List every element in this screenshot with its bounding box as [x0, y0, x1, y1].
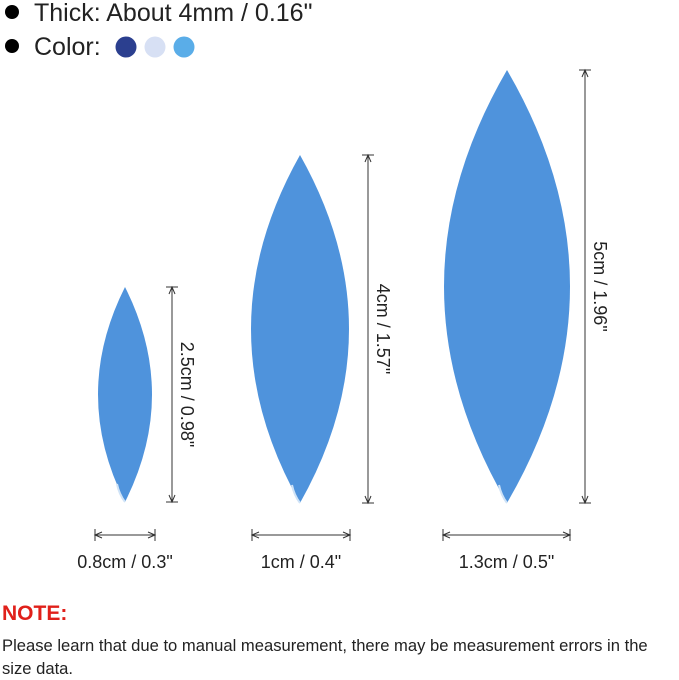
- arrow: [562, 531, 572, 539]
- glass-highlight: [498, 484, 508, 504]
- width-label: 1.3cm / 0.5": [459, 552, 554, 572]
- arrow: [168, 494, 176, 504]
- product-illustration: Thick: About 4mm / 0.16" Color: 2.5cm / …: [5, 0, 610, 572]
- bullet: [5, 5, 19, 19]
- arrow: [581, 68, 589, 78]
- color-swatch: [144, 36, 166, 58]
- length-label: 4cm / 1.57": [373, 284, 393, 374]
- length-label: 5cm / 1.96": [590, 241, 610, 331]
- glass-piece: [444, 70, 570, 503]
- note-title: NOTE:: [2, 602, 68, 625]
- arrow: [168, 285, 176, 295]
- arrow: [342, 531, 352, 539]
- arrow: [147, 531, 157, 539]
- arrow: [441, 531, 451, 539]
- arrow: [93, 531, 103, 539]
- glass-highlight: [291, 484, 301, 504]
- note-text: Please learn that due to manual measurem…: [2, 636, 648, 678]
- glass-piece: [98, 287, 152, 502]
- width-label: 1cm / 0.4": [261, 552, 341, 572]
- arrow: [250, 531, 260, 539]
- bullet: [5, 39, 19, 53]
- color-swatch: [173, 36, 195, 58]
- color-swatch: [115, 36, 137, 58]
- length-label: 2.5cm / 0.98": [177, 342, 197, 447]
- glass-piece: [251, 155, 349, 503]
- thickness-spec: Thick: About 4mm / 0.16": [34, 0, 312, 27]
- color-label: Color:: [34, 33, 101, 61]
- glass-highlight: [116, 483, 126, 503]
- arrow: [581, 495, 589, 505]
- width-label: 0.8cm / 0.3": [77, 552, 172, 572]
- arrow: [364, 153, 372, 163]
- arrow: [364, 495, 372, 505]
